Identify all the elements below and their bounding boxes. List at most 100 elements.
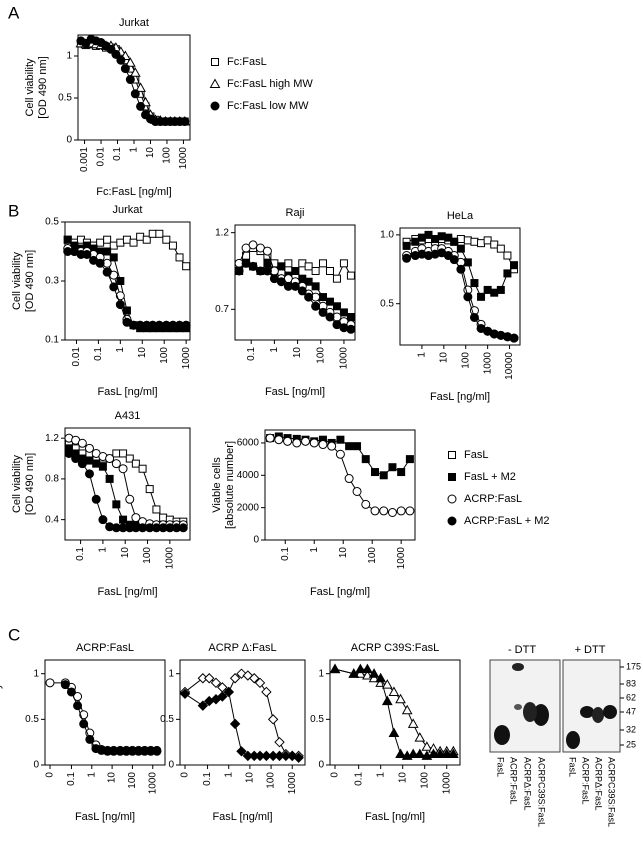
x-tick-label: 100 [419, 772, 430, 789]
marker [332, 274, 341, 283]
y-tick-label: 0 [253, 535, 259, 546]
marker [332, 302, 341, 311]
marker [379, 506, 389, 516]
marker [379, 471, 388, 480]
marker [345, 442, 354, 451]
marker [131, 513, 141, 523]
x-tick-label: 100 [460, 352, 471, 369]
x-tick-label: 0.1 [280, 547, 291, 561]
marker [503, 269, 512, 278]
marker [103, 247, 112, 256]
x-tick-label: 1 [375, 772, 386, 778]
marker [388, 686, 400, 696]
marker [395, 748, 406, 759]
marker [414, 748, 426, 759]
marker [463, 236, 472, 245]
marker [112, 449, 121, 458]
marker [181, 320, 191, 330]
marker [175, 253, 184, 262]
plot-frame [264, 429, 416, 541]
marker [180, 117, 190, 127]
marker [437, 232, 446, 241]
x-tick-label: 1000 [396, 547, 407, 570]
marker [362, 663, 373, 674]
x-tick-label: 1000 [178, 147, 189, 170]
marker [483, 236, 492, 245]
band [603, 705, 617, 719]
marker [381, 679, 393, 689]
x-tick-label: 1000 [482, 352, 493, 375]
x-tick-label: 100 [159, 347, 170, 364]
legend-marker [448, 451, 456, 459]
lane-label: ACRPC39S:FasL [537, 757, 547, 827]
x-tick-label: 0.1 [246, 347, 257, 361]
marker [318, 440, 328, 450]
lane-label: ACRP:FasL [509, 757, 519, 805]
marker [77, 438, 87, 448]
x-tick-label: 10 [292, 347, 303, 359]
series-line [50, 682, 157, 751]
marker [102, 267, 112, 277]
mw-marker: 25 [626, 739, 636, 749]
x-tick-label: 1 [115, 347, 126, 353]
marker [402, 241, 411, 250]
marker [168, 241, 177, 250]
y-axis-label: Cell viability [11, 454, 23, 513]
marker [155, 229, 164, 238]
x-tick-label: 1000 [287, 772, 298, 795]
marker [319, 293, 328, 302]
marker [297, 286, 307, 296]
y-tick-label: 0 [318, 760, 324, 771]
y-axis-label: [OD 490 nm] [24, 250, 36, 312]
marker [309, 438, 319, 448]
marker [304, 277, 313, 286]
marker [325, 312, 335, 322]
marker [98, 462, 107, 471]
marker [477, 239, 486, 248]
marker [325, 267, 334, 275]
marker [431, 235, 440, 244]
marker [463, 258, 472, 267]
marker [129, 67, 141, 77]
marker [311, 282, 320, 291]
marker [125, 75, 135, 85]
marker [274, 736, 285, 748]
marker [483, 285, 492, 294]
marker [292, 438, 302, 448]
x-tick-label: 10 [137, 347, 148, 359]
marker [262, 246, 272, 256]
marker [261, 686, 272, 698]
y-tick-label: 0 [168, 760, 174, 771]
lane-label: ACRP:FasL [581, 757, 591, 805]
chart-title: ACRP C39S:FasL [351, 642, 439, 654]
chart-title: Jurkat [119, 17, 149, 29]
marker [115, 300, 125, 310]
marker [210, 677, 222, 689]
marker [311, 301, 321, 311]
marker [353, 442, 362, 451]
marker [125, 494, 135, 504]
marker [387, 508, 397, 517]
marker [152, 505, 161, 514]
lane-label: ACRPΔ:FasL [523, 757, 533, 811]
x-axis-label: Fc:FasL [ng/ml] [96, 186, 171, 198]
marker [311, 267, 320, 275]
marker [111, 459, 121, 469]
marker [148, 229, 157, 238]
marker [116, 277, 125, 285]
x-tick-label: 100 [162, 147, 173, 164]
plot-frame [179, 659, 306, 766]
marker [182, 262, 191, 271]
marker [407, 748, 419, 759]
legend-marker [211, 58, 219, 66]
marker [329, 663, 341, 674]
chart-title: ACRP:FasL [76, 642, 134, 654]
x-tick-label: 0.1 [93, 347, 104, 361]
marker [60, 680, 70, 690]
mw-marker: 47 [626, 706, 636, 716]
x-tick-label: 0.1 [112, 147, 123, 161]
x-tick-label: 0.001 [79, 147, 90, 172]
marker [388, 727, 400, 738]
lane-label: FasL [496, 757, 506, 777]
x-tick-label: 100 [127, 772, 138, 789]
